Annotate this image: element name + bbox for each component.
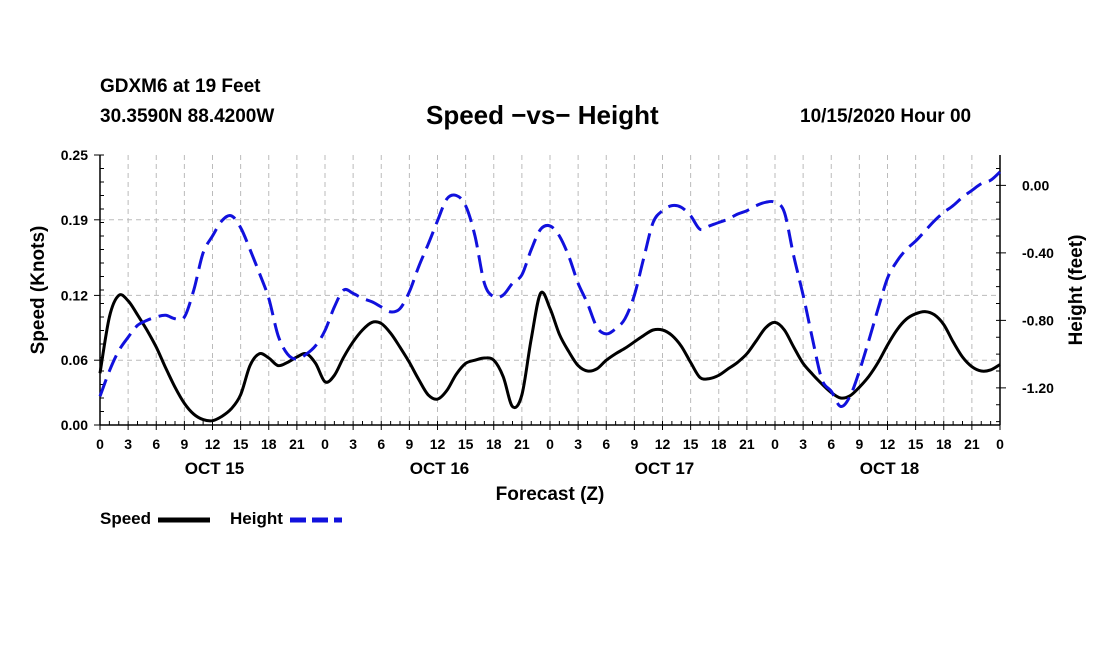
y2-tick-label: -0.80 [1022,312,1054,328]
day-label: OCT 18 [860,459,920,478]
x-tick-label: 15 [458,436,474,452]
y-tick-label: 0.25 [61,147,88,163]
y2-tick-label: -1.20 [1022,380,1054,396]
x-tick-label: 15 [908,436,924,452]
series-speed-line [98,290,1001,423]
x-tick-label: 0 [96,436,104,452]
legend-height: Height [230,509,344,529]
x-tick-label: 12 [205,436,221,452]
x-tick-label: 6 [152,436,160,452]
legend-speed: Speed [100,509,212,529]
x-tick-label: 6 [602,436,610,452]
x-tick-label: 18 [936,436,952,452]
station-title: GDXM6 at 19 Feet [100,76,261,97]
x-tick-label: 3 [349,436,357,452]
legend-height-swatch [289,517,342,523]
x-tick-label: 15 [683,436,699,452]
x-tick-label: 3 [124,436,132,452]
legend-speed-swatch [157,517,210,523]
x-tick-label: 21 [739,436,755,452]
y-tick-label: 0.06 [61,352,88,368]
y-axis-title: Speed (Knots) [28,226,49,355]
x-tick-label: 12 [655,436,671,452]
x-tick-label: 21 [964,436,980,452]
x-tick-label: 0 [771,436,779,452]
x-tick-label: 18 [711,436,727,452]
x-tick-label: 3 [574,436,582,452]
x-tick-label: 21 [514,436,530,452]
y-tick-label: 0.19 [61,212,88,228]
x-tick-label: 9 [855,436,863,452]
x-tick-label: 9 [630,436,638,452]
x-tick-label: 6 [377,436,385,452]
forecast-datetime: 10/15/2020 Hour 00 [800,106,972,127]
x-tick-label: 21 [289,436,305,452]
x-tick-label: 0 [321,436,329,452]
y2-axis-title: Height (feet) [1066,235,1087,346]
x-tick-label: 18 [486,436,502,452]
series-height-line [98,170,1002,408]
x-tick-label: 15 [233,436,249,452]
legend-speed-label: Speed [100,509,152,528]
x-tick-label: 12 [430,436,446,452]
y-tick-label: 0.00 [61,417,88,433]
y-tick-label: 0.12 [61,287,88,303]
legend-height-label: Height [230,509,283,528]
day-label: OCT 15 [185,459,245,478]
x-tick-label: 18 [261,436,277,452]
x-tick-label: 9 [180,436,188,452]
x-tick-label: 12 [880,436,896,452]
x-tick-label: 0 [996,436,1004,452]
y2-tick-label: 0.00 [1022,177,1049,193]
y2-tick-label: -0.40 [1022,245,1054,261]
x-tick-label: 9 [405,436,413,452]
x-axis-title: Forecast (Z) [496,484,605,505]
day-label: OCT 17 [635,459,695,478]
x-tick-label: 6 [827,436,835,452]
station-coordinates: 30.3590N 88.4200W [100,106,275,127]
x-tick-label: 3 [799,436,807,452]
x-tick-label: 0 [546,436,554,452]
chart-title: Speed −vs− Height [426,100,659,130]
day-label: OCT 16 [410,459,470,478]
